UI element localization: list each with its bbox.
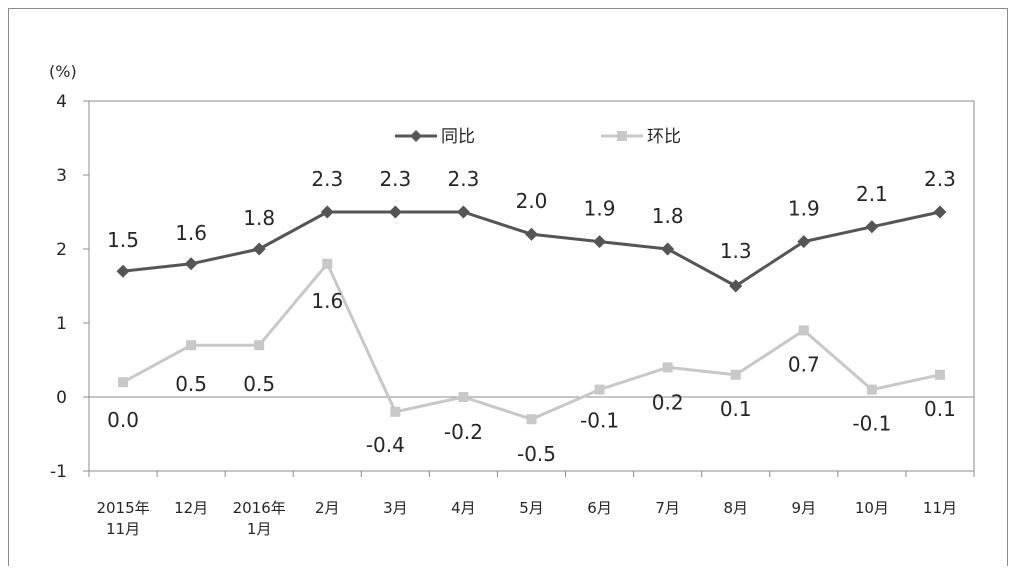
data-label: -0.1 [580, 409, 619, 433]
data-label: 0.0 [107, 408, 139, 432]
x-tick-label: 2015年 [96, 499, 149, 517]
data-label: -0.1 [852, 412, 891, 436]
data-point [456, 205, 470, 219]
data-point [593, 235, 607, 249]
plot-area [88, 100, 975, 472]
data-label: 0.7 [788, 352, 820, 376]
data-label: 0.5 [243, 372, 275, 396]
data-label: 1.8 [652, 204, 684, 228]
data-label: 0.2 [652, 390, 684, 414]
y-tick-label: 4 [56, 92, 67, 112]
data-point [594, 384, 605, 395]
data-point [729, 279, 743, 293]
data-label: 0.1 [720, 397, 752, 421]
data-point [118, 377, 129, 388]
data-label: 0.5 [175, 372, 207, 396]
data-point [798, 325, 809, 336]
data-label: 2.3 [448, 167, 480, 191]
data-point [320, 205, 334, 219]
x-tick-label: 8月 [723, 499, 748, 517]
x-tick-label: 11月 [106, 520, 140, 538]
data-label: 1.9 [788, 197, 820, 221]
data-label: 2.3 [924, 167, 956, 191]
data-label: 2.0 [516, 189, 548, 213]
x-tick-label: 1月 [247, 520, 272, 538]
x-tick-label: 9月 [792, 499, 817, 517]
y-tick-label: -1 [50, 462, 67, 482]
y-tick-label: 2 [56, 240, 67, 260]
data-point [525, 227, 538, 241]
data-point [934, 369, 945, 380]
data-point [866, 384, 877, 395]
data-point [865, 220, 879, 234]
data-label: -0.2 [444, 420, 483, 444]
data-label: 1.3 [720, 239, 752, 263]
data-label: -0.4 [366, 433, 405, 457]
y-unit-label: (%) [49, 62, 77, 81]
data-point [252, 242, 266, 256]
x-tick-label: 3月 [383, 499, 408, 517]
x-tick-label: 2016年 [233, 499, 286, 517]
x-tick-label: 5月 [519, 499, 544, 517]
data-point [662, 362, 673, 373]
series-yoy [116, 205, 947, 293]
data-label: 1.8 [243, 206, 275, 230]
data-point [730, 369, 741, 380]
legend-item: 同比 [395, 127, 475, 147]
legend-label: 同比 [441, 127, 475, 147]
data-point [933, 205, 947, 219]
data-point [388, 205, 402, 219]
data-point [661, 242, 675, 256]
data-label: 1.9 [584, 197, 616, 221]
data-label: -0.5 [517, 442, 556, 466]
x-tick-label: 4月 [451, 499, 476, 517]
x-tick-label: 6月 [587, 499, 612, 517]
data-labels: 1.5 1.6 1.8 2.3 2.3 2.3 2.0 1.9 1.8 1.3 1.9 2.1 2.3 0… [107, 167, 956, 466]
data-point [116, 264, 130, 278]
y-tick-label: 1 [56, 314, 67, 334]
data-point [186, 340, 197, 351]
x-tick-label: 7月 [655, 499, 680, 517]
data-label: 2.1 [856, 182, 888, 206]
x-tick-label: 12月 [174, 499, 208, 517]
axes: -1 0 1 2 3 4 2015年 11月 12月 2016年 1月 2月 3月 4月 5月 6月 7月 8月 9… [50, 92, 975, 538]
data-label: 1.6 [311, 289, 343, 313]
chart-frame: (%) -1 0 1 2 3 4 2015年 11月 12月 2016年 1月 2月 3月 4月 5月 6月 7… [8, 8, 1008, 566]
legend: 同比 环比 [395, 127, 681, 147]
x-tick-label: 10月 [855, 499, 889, 517]
data-point [390, 406, 401, 417]
data-label: 2.3 [379, 167, 411, 191]
series-mom [118, 258, 945, 425]
data-label: 1.6 [175, 221, 207, 245]
data-label: 1.5 [107, 228, 139, 252]
series-layer [116, 205, 947, 425]
data-point [254, 340, 265, 351]
data-point [322, 258, 333, 269]
legend-item: 环比 [601, 127, 681, 147]
legend-marker [617, 131, 627, 141]
x-tick-label: 2月 [315, 499, 340, 517]
data-point [184, 257, 198, 271]
data-label: 2.3 [311, 167, 343, 191]
legend-marker [410, 130, 422, 142]
data-point [458, 392, 469, 402]
legend-label: 环比 [647, 127, 681, 147]
line-chart: (%) -1 0 1 2 3 4 2015年 11月 12月 2016年 1月 2月 3月 4月 5月 6月 7… [49, 62, 975, 538]
x-tick-label: 11月 [923, 499, 957, 517]
y-tick-label: 0 [56, 388, 67, 408]
data-label: 0.1 [924, 397, 956, 421]
data-point [526, 414, 537, 425]
data-point [797, 235, 811, 249]
y-tick-label: 3 [56, 166, 67, 186]
